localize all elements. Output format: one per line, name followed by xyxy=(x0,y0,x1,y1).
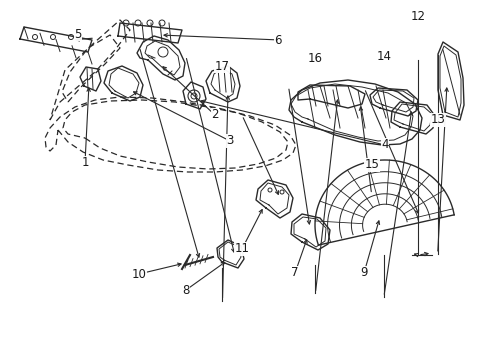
Text: 13: 13 xyxy=(429,113,445,126)
Circle shape xyxy=(147,20,153,26)
Circle shape xyxy=(280,190,284,194)
Text: 8: 8 xyxy=(182,284,189,297)
Circle shape xyxy=(68,35,73,40)
Text: 14: 14 xyxy=(376,50,391,63)
Circle shape xyxy=(191,93,197,99)
Text: 4: 4 xyxy=(381,139,388,152)
Circle shape xyxy=(159,20,164,26)
Text: 7: 7 xyxy=(291,266,298,279)
Circle shape xyxy=(123,20,129,26)
Circle shape xyxy=(135,20,141,26)
Text: 6: 6 xyxy=(274,33,281,46)
Circle shape xyxy=(267,188,271,192)
Text: 9: 9 xyxy=(360,266,367,279)
Circle shape xyxy=(32,35,38,40)
Text: 5: 5 xyxy=(74,27,81,40)
Text: 15: 15 xyxy=(364,158,379,171)
Text: 10: 10 xyxy=(131,267,146,280)
Text: 3: 3 xyxy=(226,135,233,148)
Circle shape xyxy=(158,47,168,57)
Text: 16: 16 xyxy=(307,51,322,64)
Text: 11: 11 xyxy=(234,243,249,256)
Text: 2: 2 xyxy=(211,108,218,121)
Text: 1: 1 xyxy=(81,157,88,170)
Text: 12: 12 xyxy=(409,9,425,22)
Text: 17: 17 xyxy=(214,59,229,72)
Circle shape xyxy=(50,35,55,40)
Circle shape xyxy=(187,90,200,102)
